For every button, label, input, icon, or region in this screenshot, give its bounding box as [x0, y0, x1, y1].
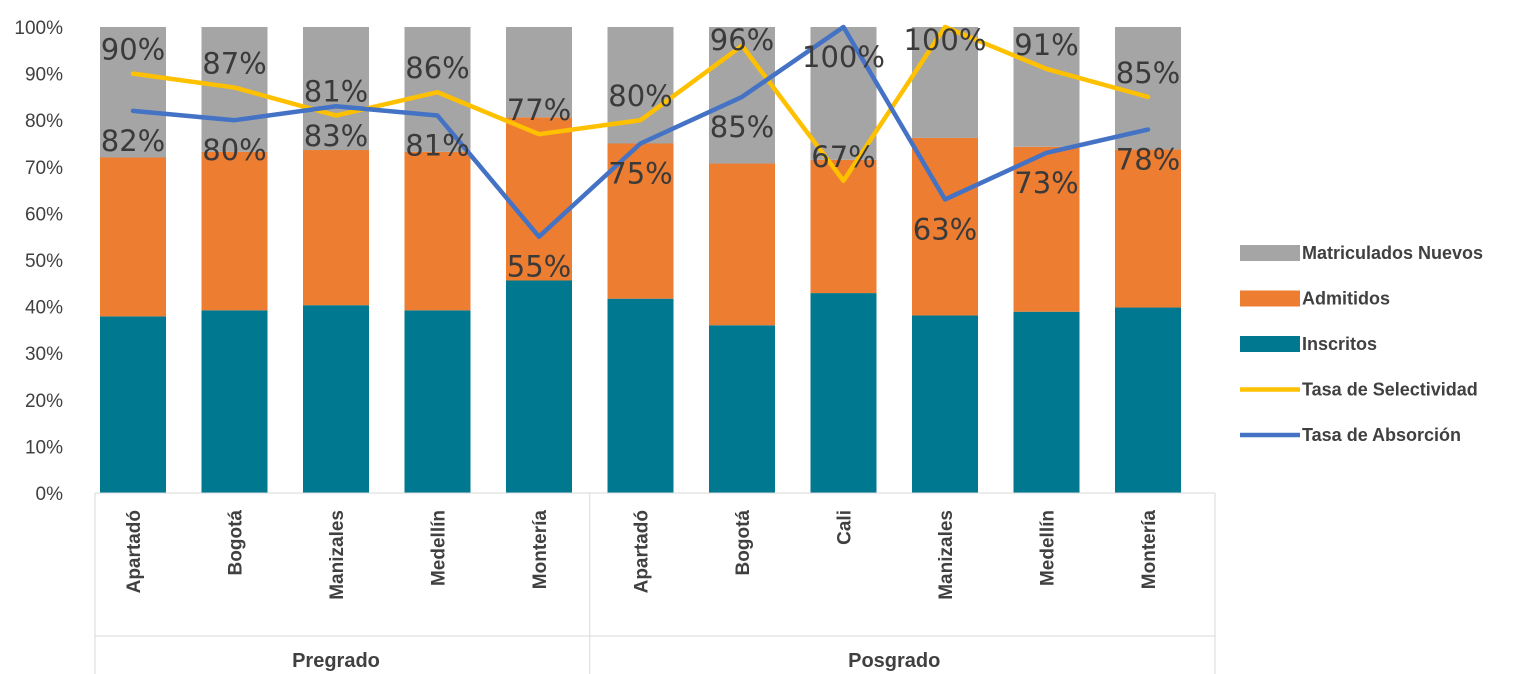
- bar-inscritos: [506, 280, 572, 493]
- data-label-absorcion: 55%: [507, 250, 571, 284]
- y-tick-label: 70%: [25, 158, 63, 179]
- data-label-absorcion: 83%: [304, 119, 368, 153]
- data-label-selectividad: 90%: [101, 33, 165, 67]
- data-label-selectividad: 77%: [507, 93, 571, 127]
- legend-swatch: [1240, 245, 1300, 261]
- legend-swatch: [1240, 336, 1300, 352]
- line-tasa-de-absorción: [130, 24, 1151, 239]
- bar-inscritos: [100, 316, 166, 493]
- y-tick-label: 60%: [25, 204, 63, 225]
- bar-matriculados-nuevos: [100, 27, 166, 158]
- bar-admitidos: [607, 143, 674, 299]
- bar-matriculados-nuevos: [810, 27, 877, 160]
- data-label-selectividad: 96%: [710, 23, 774, 57]
- bar-inscritos: [912, 315, 978, 493]
- category-label: Medellín: [1038, 510, 1059, 586]
- category-label: Cali: [835, 510, 856, 545]
- data-label-absorcion: 81%: [405, 129, 469, 163]
- bar-admitidos: [201, 151, 268, 311]
- data-label-absorcion: 100%: [802, 40, 885, 74]
- category-label: Apartadó: [124, 510, 145, 593]
- category-label: Bogotá: [226, 510, 247, 576]
- bar-inscritos: [709, 325, 775, 493]
- data-label-selectividad: 86%: [405, 51, 469, 85]
- category-label: Montería: [530, 510, 551, 590]
- data-label-selectividad: 80%: [608, 79, 672, 113]
- data-label-selectividad: 91%: [1014, 28, 1078, 62]
- y-tick-label: 30%: [25, 344, 63, 365]
- data-label-absorcion: 75%: [608, 157, 672, 191]
- data-label-selectividad: 87%: [202, 47, 266, 81]
- legend-swatch: [1240, 290, 1300, 307]
- y-tick-label: 10%: [25, 437, 63, 458]
- category-label: Medellín: [429, 510, 450, 586]
- category-label: Montería: [1139, 510, 1160, 590]
- data-label-absorcion: 63%: [913, 212, 977, 246]
- line-tasa-de-selectividad: [130, 24, 1151, 184]
- data-label-absorcion: 82%: [101, 124, 165, 158]
- bar-admitidos: [506, 117, 572, 281]
- bar-inscritos: [404, 310, 471, 493]
- data-label-absorcion: 80%: [202, 133, 266, 167]
- x-axis: Apartadó Bogotá Manizales Medellín Montería A…: [94, 492, 1216, 674]
- bar-admitidos: [709, 163, 775, 326]
- bar-inscritos: [607, 298, 674, 493]
- y-tick-label: 50%: [25, 251, 63, 272]
- y-tick-label: 80%: [25, 111, 63, 132]
- group-label: Posgrado: [848, 650, 940, 672]
- legend: Matriculados Nuevos Admitidos Inscritos Tas…: [1240, 243, 1483, 445]
- y-axis: 0% 10% 20% 30% 40% 50% 60% 70% 80% 90% 100%: [14, 18, 63, 505]
- bar-inscritos: [810, 293, 877, 493]
- bar-matriculados-nuevos: [303, 27, 369, 151]
- bar-inscritos: [1013, 311, 1080, 493]
- category-label: Bogotá: [733, 510, 754, 576]
- data-label-selectividad: 81%: [304, 75, 368, 109]
- data-label-absorcion: 78%: [1116, 143, 1180, 177]
- bar-admitidos: [1115, 149, 1181, 308]
- legend-label: Admitidos: [1302, 289, 1390, 309]
- data-label-absorcion: 73%: [1014, 166, 1078, 200]
- data-label-layer: 90% 87% 81% 86% 77% 80% 96% 67% 100% 91% 85% 82% 80%…: [101, 23, 1180, 284]
- category-label: Apartadó: [632, 510, 653, 593]
- data-label-selectividad: 67%: [811, 140, 875, 174]
- bar-matriculados-nuevos: [506, 27, 572, 118]
- category-label: Manizales: [327, 510, 348, 600]
- bar-admitidos: [404, 151, 471, 311]
- data-label-selectividad: 85%: [1116, 56, 1180, 90]
- bar-admitidos: [100, 157, 166, 317]
- y-tick-label: 40%: [25, 298, 63, 319]
- bar-inscritos: [1115, 307, 1181, 493]
- legend-label: Tasa de Selectividad: [1302, 380, 1478, 400]
- legend-label: Tasa de Absorción: [1302, 425, 1461, 445]
- y-tick-label: 0%: [36, 484, 64, 505]
- data-label-absorcion: 85%: [710, 110, 774, 144]
- bar-matriculados-nuevos: [404, 27, 471, 152]
- data-label-selectividad: 100%: [904, 23, 987, 57]
- bar-inscritos: [201, 310, 268, 493]
- bar-layer: [100, 27, 1181, 493]
- bar-inscritos: [303, 305, 369, 493]
- bar-matriculados-nuevos: [912, 27, 978, 138]
- legend-label: Inscritos: [1302, 334, 1377, 354]
- line-layer: [130, 24, 1151, 239]
- y-tick-label: 100%: [14, 18, 63, 39]
- y-tick-label: 20%: [25, 391, 63, 412]
- legend-label: Matriculados Nuevos: [1302, 243, 1483, 263]
- bar-admitidos: [1013, 146, 1080, 312]
- bar-admitidos: [912, 137, 978, 316]
- y-tick-label: 90%: [25, 65, 63, 86]
- category-label: Manizales: [936, 510, 957, 600]
- bar-admitidos: [303, 150, 369, 306]
- bar-matriculados-nuevos: [1013, 27, 1080, 147]
- group-label: Pregrado: [292, 650, 380, 672]
